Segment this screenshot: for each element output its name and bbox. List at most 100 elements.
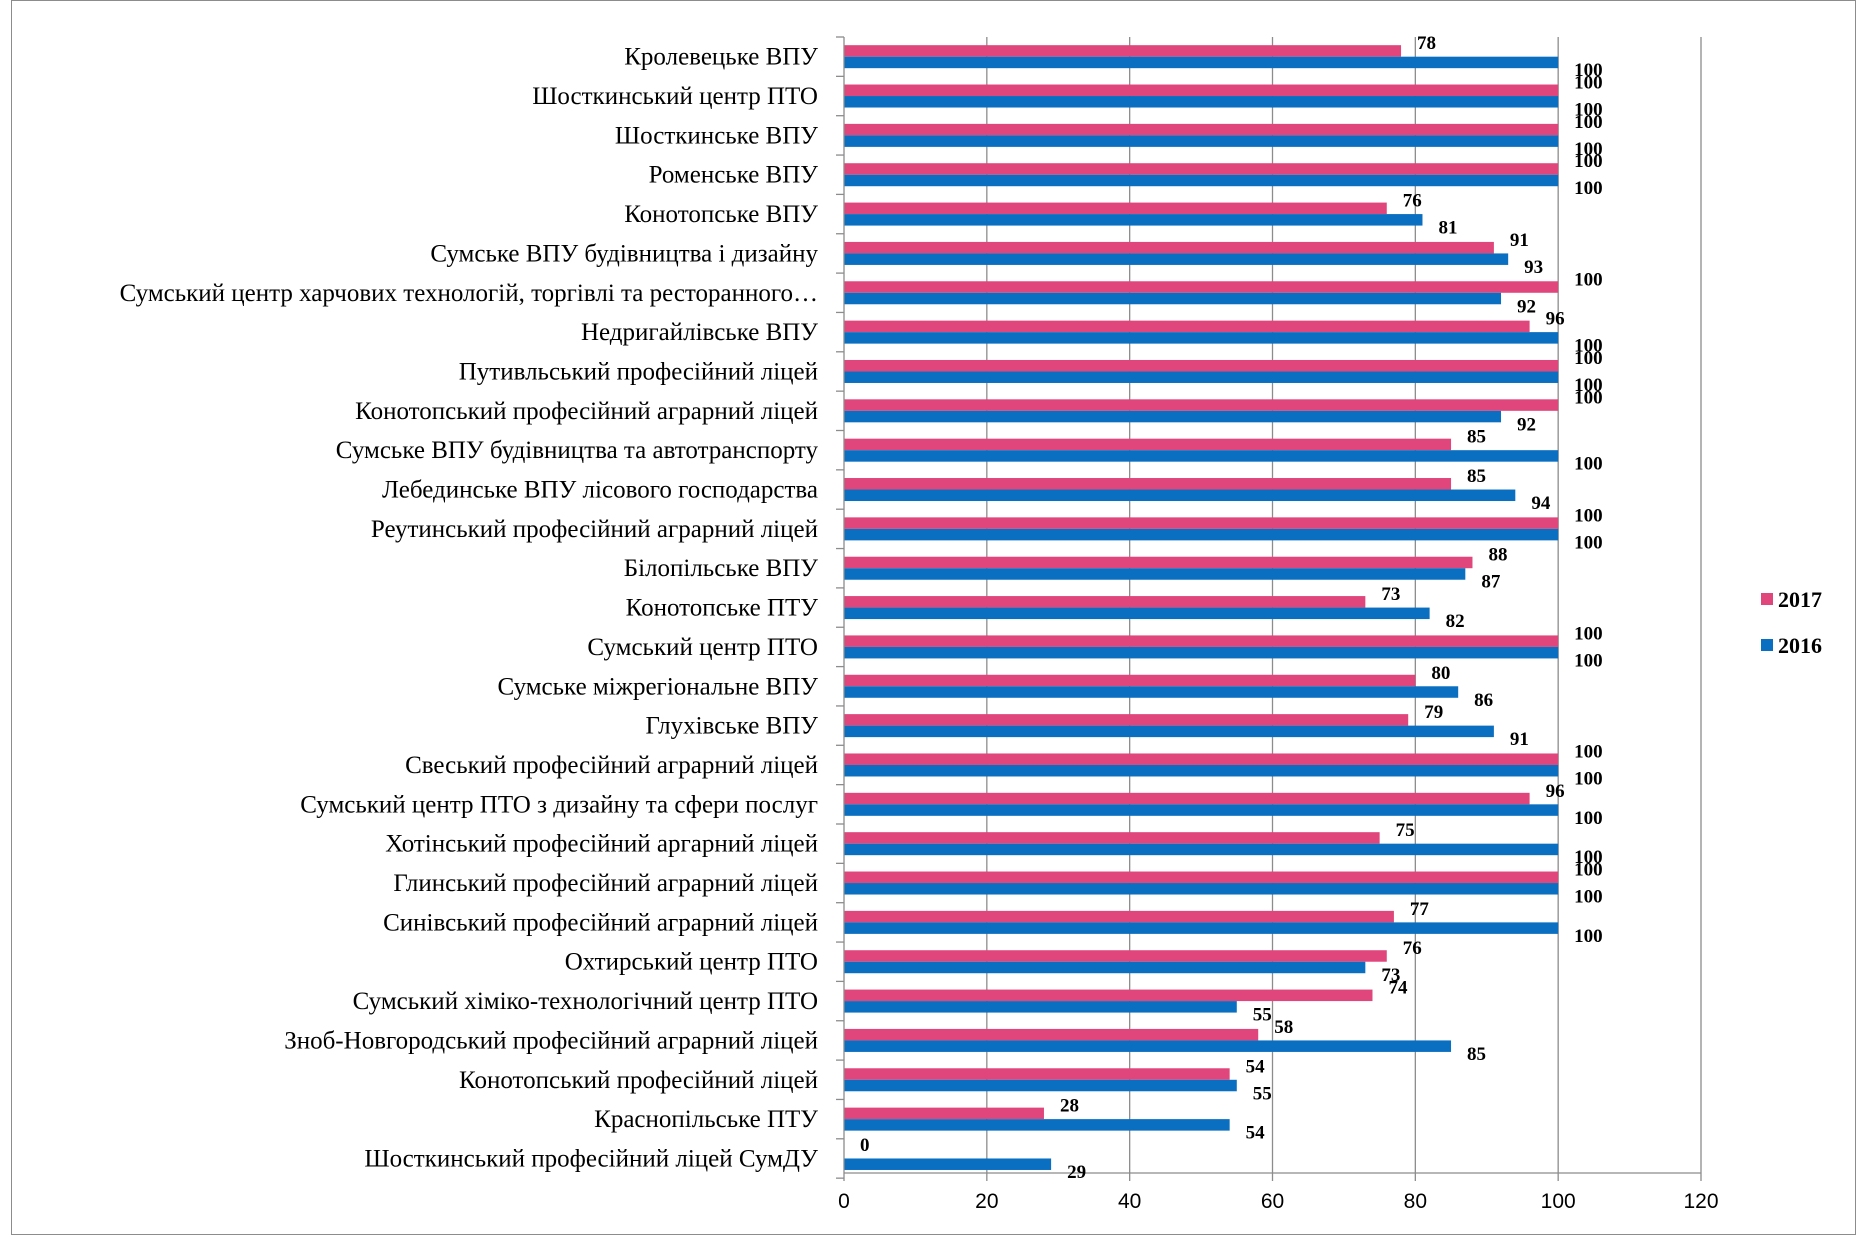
category-label: Кролевецьке ВПУ bbox=[624, 44, 818, 71]
x-tick-label: 0 bbox=[838, 1190, 850, 1213]
bar-2016 bbox=[844, 1079, 1237, 1092]
bar-2017 bbox=[844, 1068, 1230, 1080]
data-label-2017: 73 bbox=[1381, 584, 1400, 605]
bar-2017 bbox=[844, 950, 1387, 962]
category-label: Сумське ВПУ будівництва та автотранспорт… bbox=[336, 437, 819, 464]
bar-2017 bbox=[844, 792, 1530, 805]
data-label-2016: 100 bbox=[1574, 532, 1603, 553]
category-label: Сумське ВПУ будівництва і дизайну bbox=[430, 240, 818, 267]
legend-swatch-2016 bbox=[1761, 639, 1773, 651]
bar-2016 bbox=[844, 686, 1459, 698]
category-label: Реутинський професійний аграрний ліцей bbox=[371, 516, 818, 543]
data-label-2016: 100 bbox=[1574, 454, 1603, 475]
data-label-2017: 79 bbox=[1424, 702, 1443, 723]
category-label: Роменське ВПУ bbox=[649, 162, 819, 189]
data-label-2017: 75 bbox=[1396, 820, 1415, 841]
data-label-2017: 85 bbox=[1467, 466, 1486, 487]
bar-2016 bbox=[844, 371, 1559, 383]
data-label-2017: 100 bbox=[1574, 112, 1603, 133]
category-label: Синівський професійний аграрний ліцей bbox=[383, 909, 818, 936]
category-label: Сумське міжрегіональне ВПУ bbox=[498, 673, 819, 700]
data-label-2016: 100 bbox=[1574, 336, 1603, 357]
data-label-2017: 74 bbox=[1388, 978, 1408, 999]
bar-2017 bbox=[844, 84, 1559, 97]
bar-2017 bbox=[844, 517, 1559, 529]
category-label: Сумський центр ПТО bbox=[587, 634, 818, 661]
data-label-2017: 28 bbox=[1060, 1096, 1079, 1117]
bar-2016 bbox=[844, 56, 1559, 69]
x-tick-label: 20 bbox=[975, 1190, 998, 1213]
bar-2016 bbox=[844, 410, 1502, 423]
bar-2016 bbox=[844, 214, 1423, 226]
bar-2016 bbox=[844, 843, 1559, 856]
data-label-2016: 54 bbox=[1246, 1123, 1266, 1144]
legend-swatch-2017 bbox=[1761, 593, 1773, 605]
bar-2017 bbox=[844, 910, 1394, 923]
data-label-2016: 55 bbox=[1253, 1005, 1272, 1026]
data-label-2017: 96 bbox=[1546, 309, 1565, 330]
bar-2017 bbox=[844, 399, 1559, 411]
data-label-2017: 100 bbox=[1574, 73, 1603, 94]
data-label-2017: 100 bbox=[1574, 151, 1603, 172]
bar-2017 bbox=[844, 45, 1402, 57]
category-label: Охтирський центр ПТО bbox=[565, 949, 818, 976]
x-tick-label: 80 bbox=[1404, 1190, 1427, 1213]
data-label-2016: 100 bbox=[1574, 768, 1603, 789]
category-label: Конотопський професійний ліцей bbox=[459, 1067, 818, 1094]
category-label: Шосткинський центр ПТО bbox=[532, 83, 818, 110]
data-label-2017: 96 bbox=[1546, 781, 1565, 802]
x-tick-label: 120 bbox=[1683, 1190, 1718, 1213]
bar-2017 bbox=[844, 989, 1373, 1002]
bar-2017 bbox=[844, 359, 1559, 372]
bar-2017 bbox=[844, 320, 1530, 333]
bar-2017 bbox=[844, 596, 1366, 608]
bar-2016 bbox=[844, 883, 1559, 895]
bar-2017 bbox=[844, 281, 1559, 293]
category-label: Шосткинський професійний ліцей СумДУ bbox=[364, 1145, 818, 1172]
data-label-2016: 87 bbox=[1481, 572, 1501, 593]
category-label: Зноб-Новгородський професійний аграрний … bbox=[284, 1027, 818, 1054]
bar-2017 bbox=[844, 202, 1387, 215]
data-label-2016: 55 bbox=[1253, 1083, 1272, 1104]
x-tick-label: 60 bbox=[1261, 1190, 1284, 1213]
data-label-2016: 91 bbox=[1510, 729, 1529, 750]
bar-2017 bbox=[844, 635, 1559, 647]
category-label: Шосткинське ВПУ bbox=[615, 122, 818, 149]
bar-2017 bbox=[844, 123, 1559, 136]
legend-label-2017: 2017 bbox=[1778, 587, 1822, 612]
bar-2017 bbox=[844, 478, 1452, 490]
category-label: Глинський професійний аграрний ліцей bbox=[393, 870, 818, 897]
data-label-2017: 76 bbox=[1403, 191, 1422, 212]
category-label: Недригайлівське ВПУ bbox=[581, 319, 818, 346]
data-label-2016: 100 bbox=[1574, 926, 1603, 947]
data-label-2016: 81 bbox=[1438, 218, 1457, 239]
data-label-2016: 92 bbox=[1517, 296, 1536, 317]
data-label-2017: 76 bbox=[1403, 938, 1422, 959]
legend-label-2016: 2016 bbox=[1778, 633, 1822, 658]
bar-2017 bbox=[844, 1028, 1259, 1041]
bar-2017 bbox=[844, 1107, 1044, 1120]
data-label-2016: 94 bbox=[1531, 493, 1551, 514]
bar-2016 bbox=[844, 646, 1559, 659]
data-label-2017: 80 bbox=[1431, 663, 1450, 684]
category-label: Путивльський професійний ліцей bbox=[459, 358, 818, 385]
category-label: Сумський центр ПТО з дизайну та сфери по… bbox=[300, 791, 818, 818]
category-label: Хотінський професійний аргарний ліцей bbox=[385, 831, 818, 858]
data-label-2017: 100 bbox=[1574, 623, 1603, 644]
bar-2017 bbox=[844, 832, 1380, 844]
data-label-2017: 78 bbox=[1417, 33, 1436, 54]
category-label: Конотопське ВПУ bbox=[624, 201, 818, 228]
data-label-2016: 100 bbox=[1574, 847, 1603, 868]
bar-2016 bbox=[844, 922, 1559, 934]
bar-2016 bbox=[844, 568, 1466, 580]
bar-2016 bbox=[844, 135, 1559, 147]
data-label-2016: 100 bbox=[1574, 375, 1603, 396]
bar-2016 bbox=[844, 607, 1430, 620]
x-tick-label: 100 bbox=[1541, 1190, 1576, 1213]
bar-2017 bbox=[844, 674, 1416, 687]
axes bbox=[836, 36, 1702, 1181]
bar-2016 bbox=[844, 1040, 1452, 1052]
bar-2017 bbox=[844, 556, 1473, 569]
bar-2016 bbox=[844, 1158, 1052, 1170]
